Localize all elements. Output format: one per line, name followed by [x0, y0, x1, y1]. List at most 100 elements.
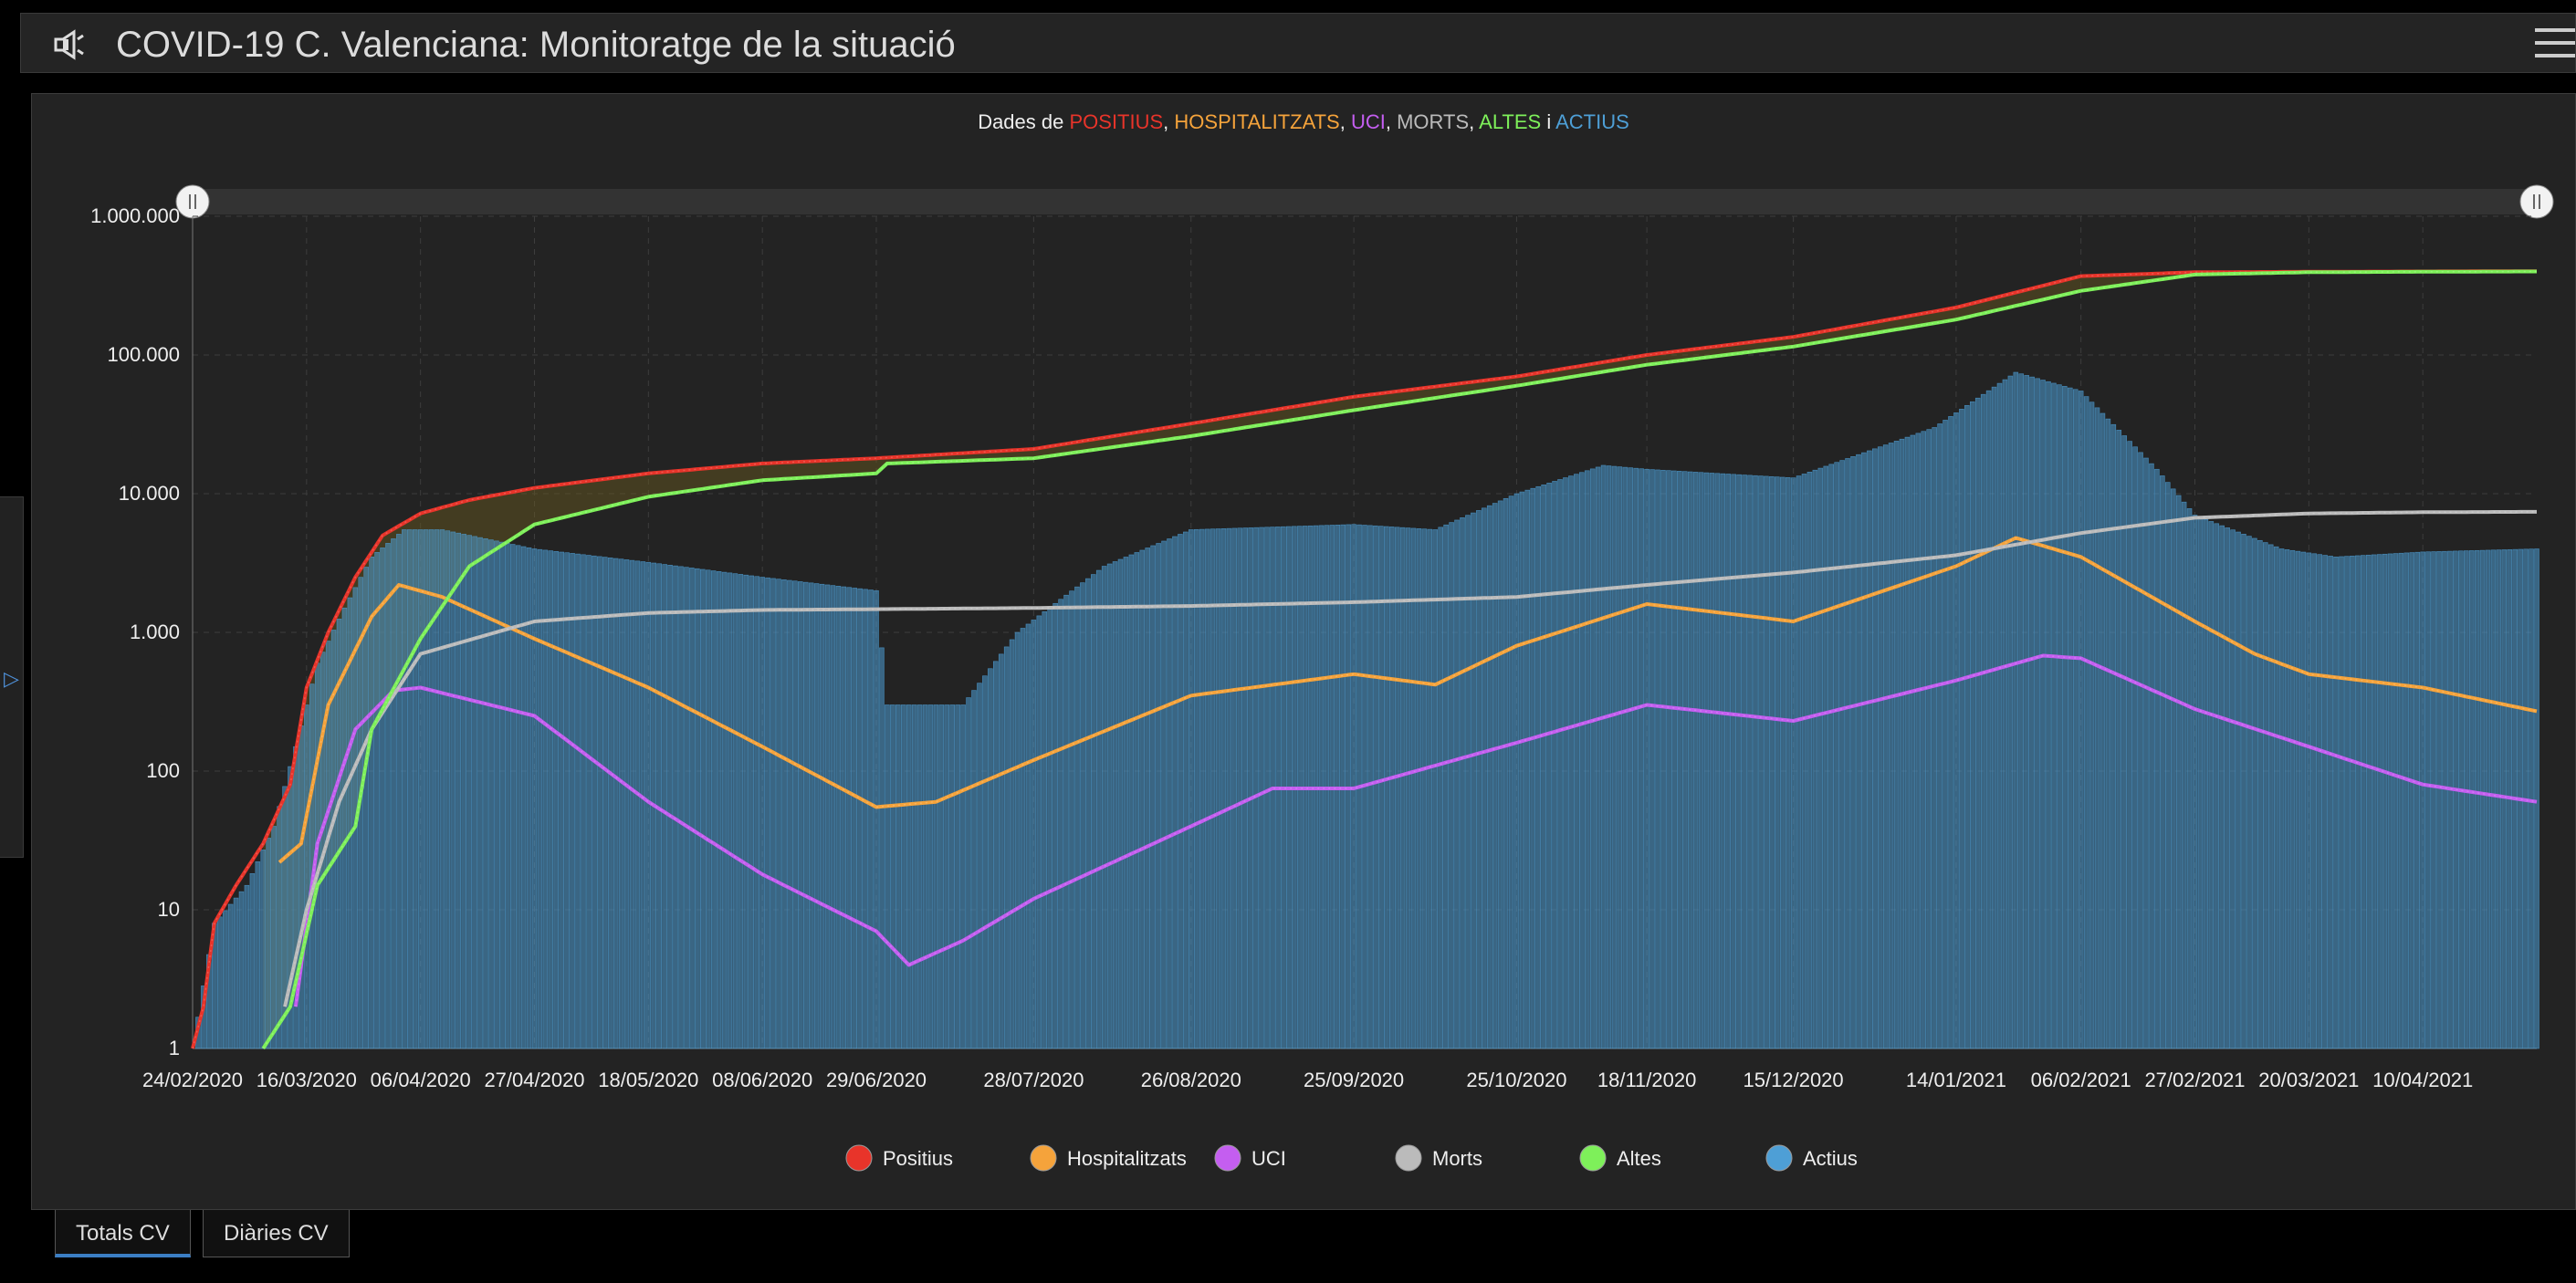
- bar-actius: [2225, 527, 2230, 1049]
- bar-actius: [288, 766, 293, 1049]
- bar-actius: [1503, 497, 1509, 1049]
- bar-actius: [1622, 466, 1628, 1049]
- bar-actius: [2339, 556, 2344, 1049]
- tab-totals-cv[interactable]: Totals CV: [55, 1210, 191, 1257]
- bar-actius: [824, 584, 831, 1049]
- bar-actius: [2442, 550, 2447, 1049]
- bar-actius: [341, 607, 348, 1049]
- range-handle-left[interactable]: [175, 184, 210, 219]
- bar-actius: [2458, 550, 2464, 1049]
- y-tick-label: 1.000: [130, 621, 180, 643]
- x-tick-label: 14/01/2021: [1906, 1069, 2006, 1091]
- bar-actius: [890, 704, 895, 1049]
- bar-actius: [2062, 386, 2068, 1049]
- bar-actius: [2230, 529, 2236, 1049]
- bar-actius: [1139, 549, 1146, 1049]
- tab-diaries-cv[interactable]: Diàries CV: [203, 1210, 350, 1257]
- bar-actius: [1009, 639, 1015, 1049]
- bar-actius: [2474, 549, 2480, 1049]
- bar-actius: [1568, 475, 1574, 1049]
- x-tick-label: 18/05/2020: [598, 1069, 698, 1091]
- bar-actius: [1915, 433, 1922, 1049]
- bar-actius: [2409, 552, 2415, 1049]
- bar-actius: [1150, 545, 1156, 1049]
- bar-actius: [602, 557, 608, 1049]
- bar-actius: [2490, 549, 2497, 1049]
- bar-actius: [1552, 481, 1557, 1049]
- bar-actius: [2072, 389, 2079, 1049]
- x-tick-label: 10/04/2021: [2372, 1069, 2473, 1091]
- bar-actius: [678, 566, 684, 1049]
- bar-actius: [1460, 517, 1465, 1049]
- bar-actius: [1639, 468, 1644, 1049]
- bar-actius: [526, 547, 532, 1049]
- bar-actius: [412, 529, 418, 1049]
- bar-actius: [732, 573, 738, 1049]
- bar-actius: [955, 704, 960, 1049]
- bar-actius: [450, 531, 456, 1049]
- bar-actius: [770, 578, 776, 1049]
- bar-actius: [434, 529, 440, 1049]
- bar-actius: [798, 581, 803, 1049]
- range-handle-right[interactable]: [2519, 184, 2554, 219]
- bar-actius: [1156, 543, 1161, 1049]
- bar-actius: [607, 558, 613, 1049]
- chart-title-part-9: ALTES: [1479, 110, 1541, 133]
- bar-actius: [1476, 510, 1482, 1049]
- bar-actius: [2100, 412, 2106, 1049]
- bar-actius: [813, 583, 820, 1049]
- bar-actius: [710, 570, 717, 1049]
- bar-actius: [2447, 550, 2453, 1049]
- bar-actius: [623, 559, 630, 1049]
- chart-title-part-6: ,: [1386, 110, 1397, 133]
- chart-title-part-2: ,: [1163, 110, 1174, 133]
- bar-actius: [2306, 552, 2312, 1049]
- bar-actius: [960, 704, 966, 1049]
- hamburger-icon[interactable]: [2535, 28, 2575, 61]
- bar-actius: [1373, 525, 1378, 1049]
- x-tick-label: 15/12/2020: [1744, 1069, 1844, 1091]
- bar-actius: [216, 916, 223, 1049]
- bar-actius: [1893, 441, 1900, 1049]
- bar-actius: [1731, 474, 1736, 1049]
- chart-title: Dades de POSITIUS, HOSPITALITZATS, UCI, …: [978, 110, 1629, 133]
- bar-actius: [564, 552, 570, 1049]
- bar-actius: [1513, 493, 1520, 1049]
- bar-actius: [749, 575, 755, 1049]
- bar-actius: [1530, 487, 1536, 1049]
- bar-actius: [1617, 466, 1623, 1049]
- y-tick-label: 100: [146, 759, 180, 782]
- bar-actius: [548, 550, 554, 1049]
- bar-actius: [2029, 376, 2035, 1049]
- bar-actius: [1747, 475, 1753, 1049]
- bar-actius: [808, 582, 814, 1049]
- side-panel-toggle[interactable]: ▷: [0, 496, 24, 858]
- bar-actius: [385, 543, 391, 1049]
- bar-actius: [2322, 555, 2328, 1049]
- bar-actius: [233, 897, 239, 1049]
- bar-actius: [1248, 527, 1253, 1049]
- bar-actius: [2479, 549, 2486, 1049]
- x-tick-label: 28/07/2020: [983, 1069, 1084, 1091]
- bar-actius: [2420, 551, 2425, 1049]
- bar-actius: [933, 704, 939, 1049]
- bar-actius: [2170, 488, 2176, 1049]
- bar-actius: [1014, 631, 1021, 1049]
- bar-actius: [1856, 454, 1861, 1049]
- bar-actius: [618, 558, 624, 1049]
- bar-actius: [1492, 503, 1498, 1049]
- chart-panel: Dades de POSITIUS, HOSPITALITZATS, UCI, …: [31, 93, 2576, 1210]
- bar-actius: [2046, 381, 2051, 1049]
- megaphone-icon[interactable]: [50, 26, 87, 63]
- bar-actius: [542, 549, 549, 1049]
- bar-actius: [330, 630, 337, 1049]
- bar-actius: [494, 540, 499, 1049]
- bar-actius: [1753, 475, 1758, 1049]
- bar-actius: [1877, 446, 1883, 1049]
- bar-actius: [863, 589, 868, 1049]
- chart-title-part-8: ,: [1469, 110, 1479, 133]
- legend-swatch-altes: [1579, 1144, 1607, 1172]
- bar-actius: [2376, 554, 2382, 1049]
- bar-actius: [1482, 507, 1487, 1049]
- bar-actius: [1465, 515, 1471, 1049]
